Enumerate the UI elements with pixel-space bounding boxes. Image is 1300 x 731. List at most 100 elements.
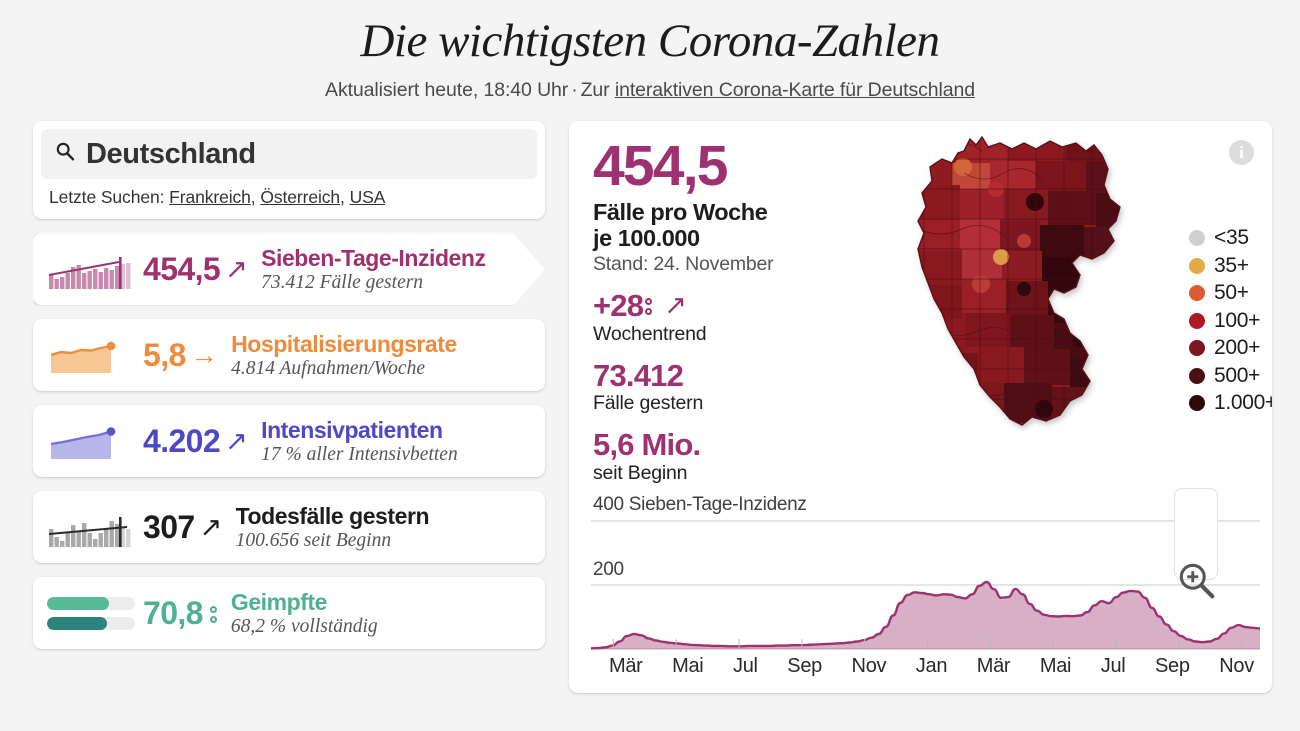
metric-card-todesfaelle[interactable]: 307 ↗ Todesfälle gestern 100.656 seit Be… xyxy=(33,491,545,564)
zoom-in-button[interactable] xyxy=(1174,488,1218,599)
metric-value-number: 5,8 xyxy=(143,336,186,373)
legend-label: 1.000+ xyxy=(1214,391,1272,415)
gridline-label-400: 400 Sieben-Tage-Inzidenz xyxy=(593,494,807,516)
page-subtitle: Aktualisiert heute, 18:40 Uhr · Zur intera… xyxy=(0,79,1300,102)
legend-swatch xyxy=(1189,312,1205,329)
metric-value: 4.202 ↗ xyxy=(143,422,248,460)
legend-item: 1.000+ xyxy=(1189,391,1272,415)
percent-icon xyxy=(209,605,217,623)
metric-value-number: 70,8 xyxy=(143,594,203,631)
metric-sublabel: 68,2 % vollständig xyxy=(230,615,378,637)
x-tick: Nov xyxy=(851,655,887,678)
legend-item: 50+ xyxy=(1189,281,1272,305)
x-tick: Jul xyxy=(1100,655,1126,678)
metric-value-number: 307 xyxy=(143,508,195,545)
stat-value: 5,6 Mio. xyxy=(593,428,863,462)
page-title: Die wichtigsten Corona-Zahlen xyxy=(360,15,940,67)
metrics-column: Deutschland Letzte Suchen: Frankreich, Ö… xyxy=(33,121,545,663)
legend-swatch xyxy=(1189,340,1205,357)
recent-search-2[interactable]: USA xyxy=(349,187,386,208)
x-tick: Jan xyxy=(915,655,948,678)
metric-card-inzidenz[interactable]: 454,5 ↗ Sieben-Tage-Inzidenz 73.412 Fäll… xyxy=(33,233,545,306)
metric-text: Intensivpatienten 17 % aller Intensivbet… xyxy=(261,418,458,465)
headline-value: 454,5 xyxy=(593,134,728,199)
metric-value-number: 454,5 xyxy=(143,250,221,287)
legend-item: 200+ xyxy=(1189,336,1272,360)
chart-x-axis: Mär Mai Jul Sep Nov Jan Mär Mai Jul Sep … xyxy=(591,653,1260,678)
metric-card-hospitalisierung[interactable]: 5,8 → Hospitalisierungsrate 4.814 Aufnah… xyxy=(33,319,545,392)
metric-text: Hospitalisierungsrate 4.814 Aufnahmen/Wo… xyxy=(231,332,457,379)
metric-label: Hospitalisierungsrate xyxy=(231,331,457,358)
legend-item: 35+ xyxy=(1189,254,1272,278)
trend-arrow-icon: ↗ xyxy=(199,511,223,542)
search-card: Deutschland Letzte Suchen: Frankreich, Ö… xyxy=(33,121,545,220)
legend-item: <35 xyxy=(1189,226,1272,250)
progress-bars-icon xyxy=(47,596,135,630)
x-tick: Mär xyxy=(609,655,643,678)
stat-label: Fälle gestern xyxy=(593,392,704,415)
legend-label: 100+ xyxy=(1214,308,1261,332)
link-prefix: Zur xyxy=(580,79,610,102)
area-sparkline-icon xyxy=(47,331,135,379)
legend-swatch xyxy=(1189,230,1205,247)
stat-wochentrend: +28 ↗ Wochentrend xyxy=(593,289,863,345)
metric-sublabel: 100.656 seit Beginn xyxy=(235,529,392,551)
map-panel: i 454,5 Fälle pro Woche je 100.000 Stand… xyxy=(569,121,1272,694)
bar-sparkline-icon xyxy=(47,245,135,293)
trend-arrow-icon: → xyxy=(190,339,218,370)
germany-incidence-map[interactable] xyxy=(869,129,1169,439)
updated-text: Aktualisiert heute, 18:40 Uhr xyxy=(325,79,569,102)
metric-text: Sieben-Tage-Inzidenz 73.412 Fälle gester… xyxy=(261,245,486,293)
recent-search-1[interactable]: Österreich xyxy=(260,187,341,208)
search-input[interactable]: Deutschland xyxy=(41,129,537,180)
stat-faelle-gestern: 73.412 Fälle gestern xyxy=(593,358,863,415)
chart-axis-title: Sieben-Tage-Inzidenz xyxy=(628,494,807,516)
recent-search-0[interactable]: Frankreich xyxy=(169,187,251,208)
legend-label: 500+ xyxy=(1214,363,1261,387)
metric-card-intensivpatienten[interactable]: 4.202 ↗ Intensivpatienten 17 % aller Int… xyxy=(33,405,545,478)
recent-searches: Letzte Suchen: Frankreich, Österreich, U… xyxy=(41,179,537,210)
interactive-map-link[interactable]: interaktiven Corona-Karte für Deutschlan… xyxy=(614,79,975,102)
legend-label: 50+ xyxy=(1214,281,1249,305)
metric-value: 5,8 → xyxy=(143,336,218,374)
legend-item: 100+ xyxy=(1189,309,1272,333)
metric-value: 70,8 xyxy=(143,595,217,632)
x-tick: Sep xyxy=(787,655,822,678)
stat-number: +28 xyxy=(593,288,644,324)
progress-bar-vollstaendig xyxy=(47,616,135,630)
stat-seit-beginn: 5,6 Mio. seit Beginn xyxy=(593,428,863,484)
x-tick: Mai xyxy=(1039,655,1072,678)
info-icon[interactable]: i xyxy=(1229,140,1254,166)
recent-sep-0: , xyxy=(250,187,261,208)
x-tick: Mär xyxy=(976,655,1011,678)
map-legend: <35 35+ 50+ 100+ xyxy=(1189,226,1272,419)
trend-arrow-icon: ↗ xyxy=(225,425,248,456)
headline-label-line2: je 100.000 xyxy=(593,224,700,251)
dashboard-body: Deutschland Letzte Suchen: Frankreich, Ö… xyxy=(0,102,1300,694)
incidence-area-plot[interactable] xyxy=(591,485,1260,653)
metric-label: Intensivpatienten xyxy=(261,417,443,444)
metric-label: Sieben-Tage-Inzidenz xyxy=(261,245,486,272)
stat-label: Wochentrend xyxy=(593,322,707,345)
metric-sublabel: 17 % aller Intensivbetten xyxy=(261,443,458,465)
percent-icon xyxy=(645,298,653,316)
metric-label: Geimpfte xyxy=(230,589,328,616)
stat-label: seit Beginn xyxy=(593,461,688,484)
legend-swatch xyxy=(1189,285,1205,302)
x-tick: Sep xyxy=(1155,655,1190,678)
legend-swatch xyxy=(1189,395,1205,412)
x-tick: Jul xyxy=(733,655,758,678)
gridline-value-400: 400 xyxy=(593,494,624,516)
metric-text: Todesfälle gestern 100.656 seit Beginn xyxy=(235,504,430,551)
map-panel-column: i 454,5 Fälle pro Woche je 100.000 Stand… xyxy=(569,121,1272,694)
metric-sublabel: 73.412 Fälle gestern xyxy=(261,271,424,293)
progress-bar-erstimpfung xyxy=(47,596,135,610)
chart-area-fill xyxy=(591,582,1260,650)
metric-card-geimpfte[interactable]: 70,8 Geimpfte 68,2 % vollständig xyxy=(33,577,545,650)
legend-item: 500+ xyxy=(1189,364,1272,388)
metric-value-number: 4.202 xyxy=(143,422,221,459)
legend-label: 200+ xyxy=(1214,336,1261,360)
headline-label-line1: Fälle pro Woche xyxy=(593,198,768,225)
subtitle-separator: · xyxy=(571,79,578,102)
